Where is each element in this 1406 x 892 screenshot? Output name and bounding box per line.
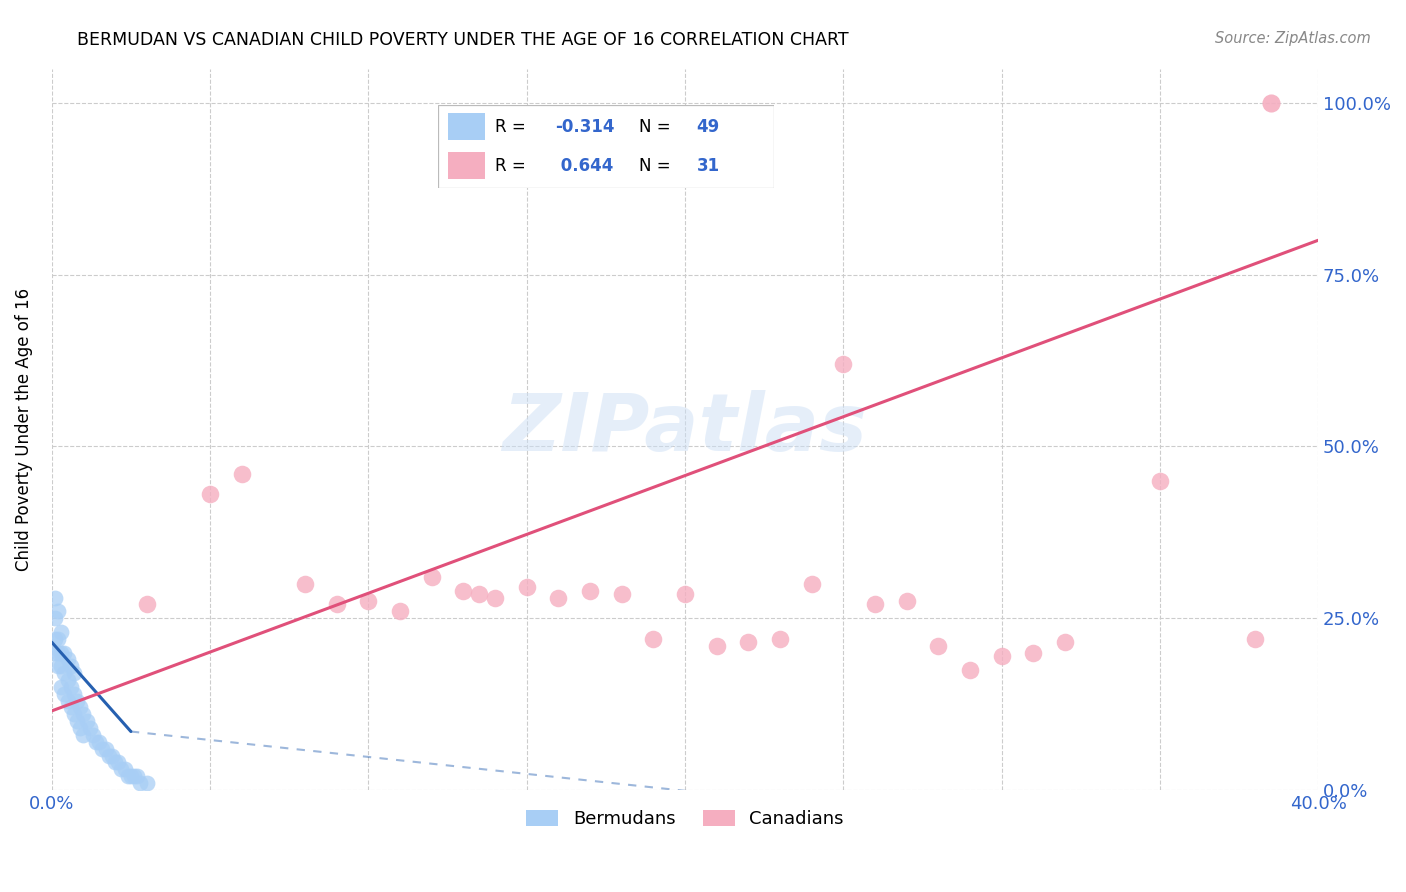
- Point: [104, 756, 127, 770]
- Point: [51, 659, 73, 673]
- Point: [66, 714, 89, 729]
- Point: [863, 598, 886, 612]
- Point: [69, 700, 91, 714]
- Point: [120, 769, 142, 783]
- Point: [46, 646, 69, 660]
- Point: [101, 748, 124, 763]
- Point: [135, 776, 157, 790]
- Point: [737, 635, 759, 649]
- Point: [56, 673, 79, 687]
- Point: [673, 587, 696, 601]
- Point: [63, 707, 86, 722]
- Point: [896, 594, 918, 608]
- Point: [231, 467, 253, 481]
- Point: [56, 652, 79, 666]
- Point: [53, 687, 76, 701]
- Point: [357, 594, 380, 608]
- Point: [53, 666, 76, 681]
- Point: [769, 632, 792, 646]
- Point: [1022, 646, 1045, 660]
- Point: [294, 576, 316, 591]
- Point: [91, 741, 114, 756]
- Point: [117, 769, 139, 783]
- Point: [110, 762, 132, 776]
- Text: Source: ZipAtlas.com: Source: ZipAtlas.com: [1215, 31, 1371, 46]
- Point: [89, 735, 111, 749]
- Text: ZIPatlas: ZIPatlas: [502, 390, 868, 468]
- Point: [516, 580, 538, 594]
- Point: [388, 604, 411, 618]
- Point: [56, 693, 79, 707]
- Point: [122, 769, 145, 783]
- Point: [325, 598, 347, 612]
- Point: [832, 357, 855, 371]
- Point: [69, 721, 91, 735]
- Point: [94, 741, 117, 756]
- Point: [44, 611, 66, 625]
- Point: [46, 604, 69, 618]
- Point: [46, 632, 69, 646]
- Point: [114, 762, 136, 776]
- Point: [129, 776, 152, 790]
- Point: [51, 680, 73, 694]
- Point: [547, 591, 569, 605]
- Point: [127, 769, 149, 783]
- Point: [453, 583, 475, 598]
- Point: [84, 735, 107, 749]
- Point: [44, 646, 66, 660]
- Point: [706, 639, 728, 653]
- Point: [44, 591, 66, 605]
- Point: [82, 728, 104, 742]
- Point: [44, 632, 66, 646]
- Point: [927, 639, 949, 653]
- Point: [63, 666, 86, 681]
- Point: [63, 687, 86, 701]
- Point: [643, 632, 665, 646]
- Y-axis label: Child Poverty Under the Age of 16: Child Poverty Under the Age of 16: [15, 287, 32, 571]
- Point: [959, 663, 981, 677]
- Point: [46, 659, 69, 673]
- Text: BERMUDAN VS CANADIAN CHILD POVERTY UNDER THE AGE OF 16 CORRELATION CHART: BERMUDAN VS CANADIAN CHILD POVERTY UNDER…: [77, 31, 849, 49]
- Point: [97, 748, 120, 763]
- Point: [468, 587, 491, 601]
- Point: [66, 693, 89, 707]
- Point: [1053, 635, 1076, 649]
- Point: [420, 570, 443, 584]
- Point: [800, 576, 823, 591]
- Point: [135, 598, 157, 612]
- Point: [79, 721, 101, 735]
- Point: [484, 591, 506, 605]
- Point: [59, 659, 82, 673]
- Legend: Bermudans, Canadians: Bermudans, Canadians: [519, 802, 851, 835]
- Point: [1260, 95, 1282, 110]
- Point: [51, 624, 73, 639]
- Point: [53, 646, 76, 660]
- Point: [51, 646, 73, 660]
- Point: [579, 583, 602, 598]
- Point: [198, 487, 221, 501]
- Point: [59, 700, 82, 714]
- Point: [72, 728, 94, 742]
- Point: [107, 756, 129, 770]
- Point: [72, 707, 94, 722]
- Point: [610, 587, 633, 601]
- Point: [1149, 474, 1171, 488]
- Point: [1243, 632, 1265, 646]
- Point: [76, 714, 98, 729]
- Point: [990, 648, 1012, 663]
- Point: [59, 680, 82, 694]
